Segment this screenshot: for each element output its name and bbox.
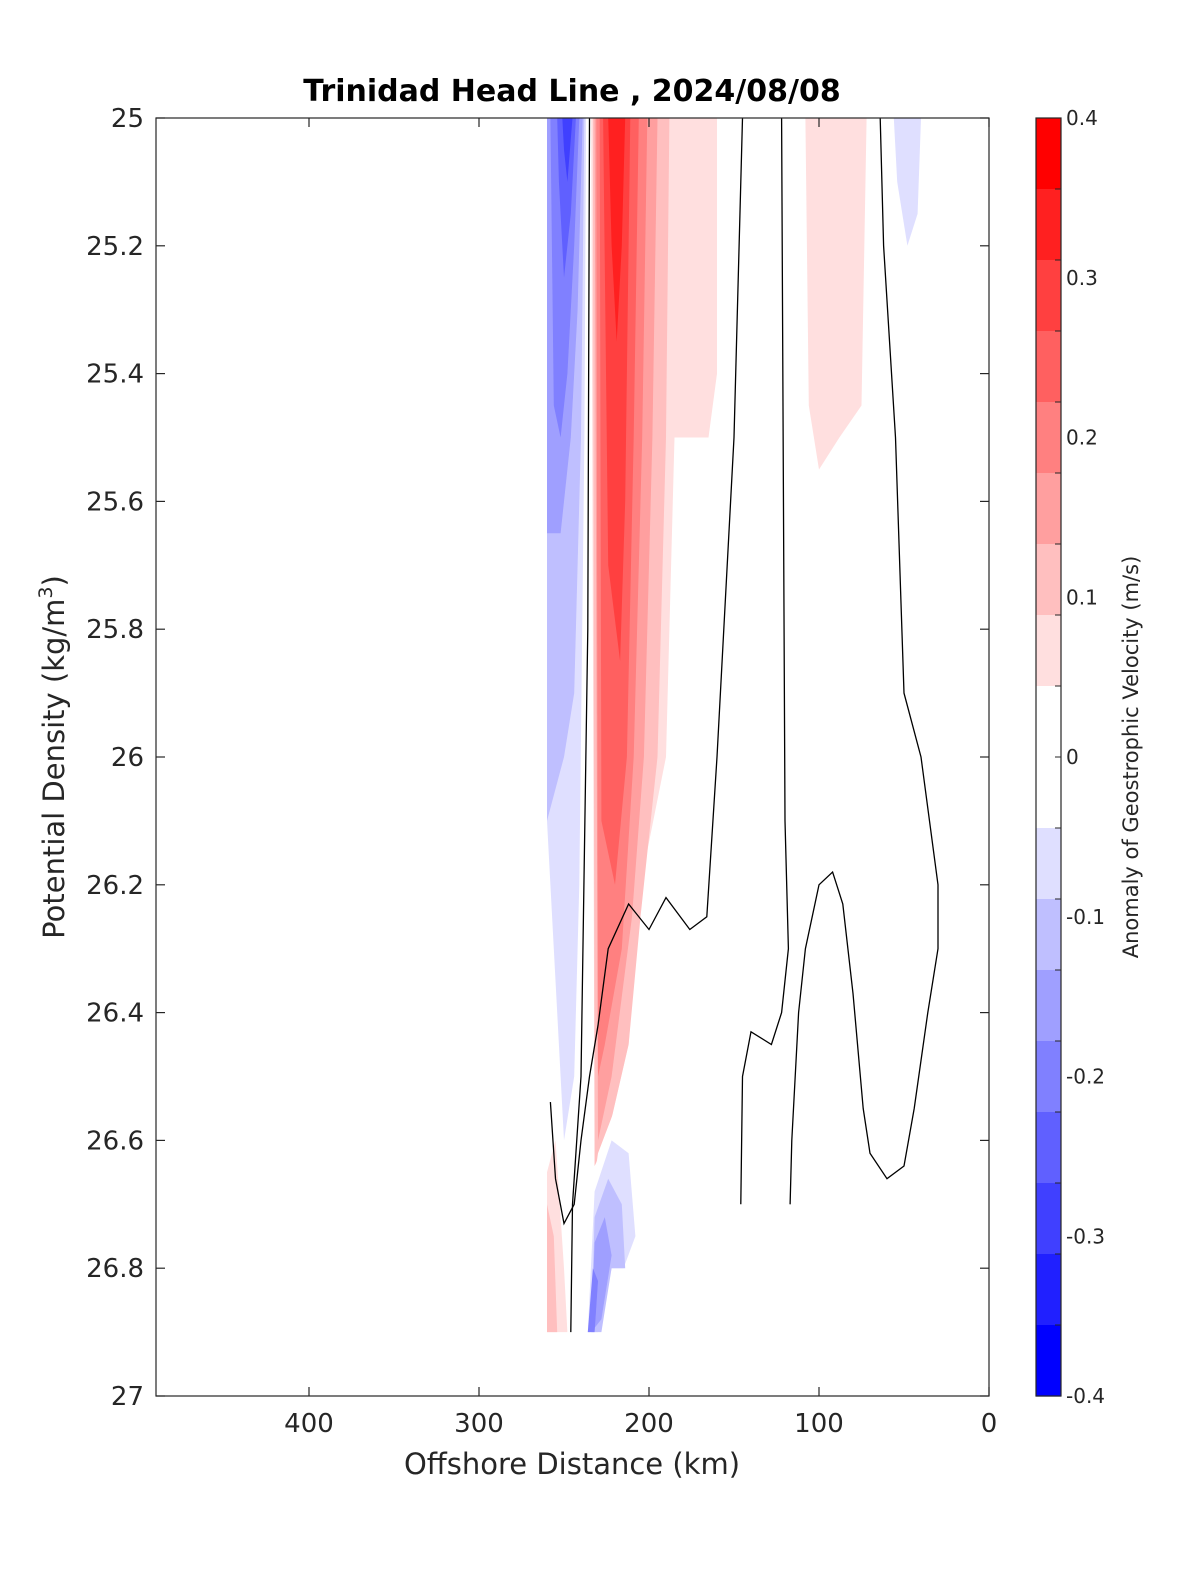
colorbar-bin-2 <box>1036 260 1061 332</box>
y-axis-label-superscript: 3 <box>35 586 57 598</box>
colorbar-label: Anomaly of Geostrophic Velocity (m/s) <box>1119 556 1143 959</box>
colorbar-bin-3 <box>1036 331 1061 403</box>
y-tick-label-1: 25.2 <box>86 232 144 262</box>
y-tick-label-9: 26.8 <box>86 1254 144 1284</box>
colorbar-bin-5 <box>1036 473 1061 545</box>
colorbar-bin-14 <box>1036 1112 1061 1184</box>
chart-title: Trinidad Head Line , 2024/08/08 <box>303 74 840 109</box>
zero-contour-1 <box>549 118 744 1226</box>
x-tick-labels: 400 300 200 100 0 <box>284 1409 997 1439</box>
x-tick-label-0: 400 <box>284 1409 334 1439</box>
plot-area <box>155 117 990 1397</box>
colorbar-bin-1 <box>1036 189 1061 261</box>
colorbar-bin-0 <box>1036 118 1061 190</box>
colorbar-bin-10 <box>1036 828 1061 900</box>
contour-region-12 <box>603 118 631 662</box>
contour-region-5 <box>557 118 576 278</box>
colorbar-tick-label-4: 0 <box>1066 745 1079 769</box>
y-tick-label-7: 26.4 <box>86 999 144 1029</box>
plot-frame <box>155 117 990 1397</box>
contour-region-14 <box>805 118 867 470</box>
colorbar-tick-label-3: 0.1 <box>1066 585 1098 609</box>
colorbar-bin-12 <box>1036 970 1061 1042</box>
colorbar: 0.4 0.3 0.2 0.1 0 -0.1 -0.2 -0.3 -0.4 <box>1035 106 1105 1408</box>
contour-region-17 <box>960 277 974 789</box>
y-tick-label-5: 26 <box>111 743 144 773</box>
colorbar-tick-label-1: 0.3 <box>1066 266 1098 290</box>
colorbar-tick-label-6: -0.2 <box>1066 1065 1105 1089</box>
colorbar-tick-label-2: 0.2 <box>1066 426 1098 450</box>
colorbar-bin-17 <box>1036 1325 1061 1397</box>
y-tick-label-6: 26.2 <box>86 871 144 901</box>
x-tick-label-4: 0 <box>981 1409 998 1439</box>
x-tick-label-1: 300 <box>454 1409 504 1439</box>
contour-region-13 <box>608 118 626 342</box>
x-axis-label: Offshore Distance (km) <box>404 1447 740 1481</box>
colorbar-tick-label-8: -0.4 <box>1066 1384 1105 1408</box>
zero-contour-3 <box>789 118 939 1205</box>
colorbar-bin-6 <box>1036 544 1061 616</box>
filled-contours <box>547 118 974 1333</box>
colorbar-tick-label-7: -0.3 <box>1066 1224 1105 1248</box>
y-axis-label: Potential Density (kg/m3) <box>35 575 71 939</box>
y-tick-label-0: 25 <box>111 104 144 134</box>
zero-contour-0 <box>570 118 591 1333</box>
y-tick-label-8: 26.6 <box>86 1126 144 1156</box>
contour-region-24 <box>587 1268 598 1333</box>
colorbar-bin-16 <box>1036 1254 1061 1326</box>
colorbar-bin-11 <box>1036 899 1061 971</box>
colorbar-tick-label-0: 0.4 <box>1066 106 1098 130</box>
colorbar-bin-15 <box>1036 1183 1061 1255</box>
colorbar-bin-7 <box>1036 615 1061 687</box>
colorbar-bin-9 <box>1036 757 1061 829</box>
y-axis-label-main: Potential Density (kg/m <box>37 599 71 939</box>
y-axis-label-end: ) <box>37 575 71 586</box>
colorbar-tick-label-5: -0.1 <box>1066 905 1105 929</box>
contour-region-16 <box>893 118 921 246</box>
contour-region-19 <box>547 1204 558 1333</box>
y-tick-label-4: 25.8 <box>86 615 144 645</box>
zero-contour-2 <box>740 118 790 1205</box>
contour-region-6 <box>562 118 573 182</box>
colorbar-bin-4 <box>1036 402 1061 474</box>
y-tick-label-2: 25.4 <box>86 360 144 390</box>
zero-contour-lines <box>549 118 939 1333</box>
x-tick-label-2: 200 <box>624 1409 674 1439</box>
colorbar-bin-8 <box>1036 686 1061 758</box>
x-tick-label-3: 100 <box>794 1409 844 1439</box>
y-tick-labels: 25 25.2 25.4 25.6 25.8 26 26.2 26.4 26.6 26.8 27 <box>86 104 144 1412</box>
colorbar-bin-13 <box>1036 1041 1061 1113</box>
contour-region-4 <box>550 118 580 438</box>
y-tick-label-10: 27 <box>111 1382 144 1412</box>
y-tick-label-3: 25.6 <box>86 487 144 517</box>
